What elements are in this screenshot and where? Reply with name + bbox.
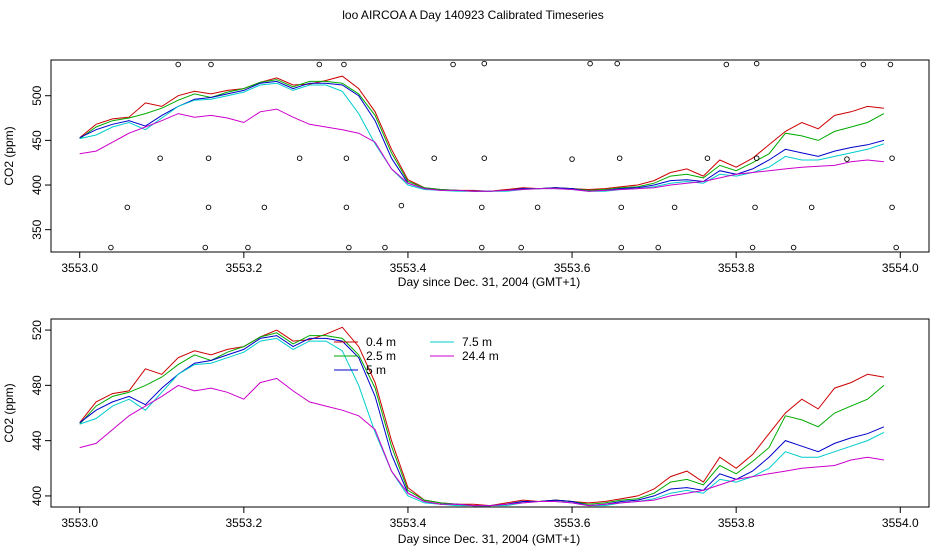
status-point — [108, 244, 114, 251]
series-layer-bottom — [79, 326, 885, 507]
status-point — [860, 61, 867, 68]
y-tick-label: 400 — [30, 175, 44, 195]
status-point — [124, 204, 131, 211]
legend-label: 7.5 m — [462, 335, 492, 349]
x-tick-label: 3553.6 — [554, 261, 591, 275]
status-point — [479, 244, 485, 251]
status-point — [569, 156, 575, 162]
x-tick-label: 3553.0 — [61, 261, 98, 275]
status-point — [655, 244, 661, 251]
series-line-24-4-m — [79, 108, 884, 192]
status-point — [157, 155, 163, 161]
status-point — [616, 155, 623, 161]
x-tick-label: 3553.2 — [225, 261, 262, 275]
x-tick-label: 3554.0 — [882, 516, 919, 530]
status-point — [790, 244, 797, 251]
status-point — [534, 204, 541, 211]
status-point — [618, 244, 625, 251]
status-point — [261, 204, 268, 211]
series-line-24-4-m — [79, 377, 884, 507]
status-point — [723, 61, 730, 68]
x-tick-label: 3554.0 — [882, 261, 919, 275]
legend-label: 2.5 m — [366, 349, 396, 363]
series-line-2-5-m — [79, 79, 885, 192]
status-point — [479, 204, 485, 211]
status-point — [343, 204, 350, 211]
status-point — [887, 61, 894, 68]
legend: 0.4 m2.5 m5 m 7.5 m24.4 m — [334, 335, 499, 377]
x-axis-bottom: 3553.0 3553.2 3553.4 3553.6 3553.8 3554.0 — [61, 507, 919, 530]
status-point — [208, 61, 214, 68]
y-tick-label: 440 — [30, 430, 44, 450]
panel-top: 3553.0 3553.2 3553.4 3553.6 3553.8 3554.0 350… — [2, 59, 930, 289]
y-axis-bottom: 400 440 480 520 — [30, 320, 51, 506]
status-point — [704, 155, 711, 161]
status-point — [889, 204, 895, 211]
status-point — [343, 155, 350, 161]
status-point — [481, 155, 488, 161]
status-point — [844, 156, 850, 162]
legend-label: 24.4 m — [462, 349, 499, 363]
figure-title: loo AIRCOA A Day 140923 Calibrated Times… — [342, 8, 603, 22]
status-point — [205, 204, 212, 211]
x-tick-label: 3553.8 — [718, 516, 755, 530]
x-tick-label: 3553.4 — [390, 516, 427, 530]
x-axis-label-top: Day since Dec. 31, 2004 (GMT+1) — [398, 275, 580, 289]
series-line-0-4-m — [79, 326, 884, 507]
status-point — [382, 244, 388, 251]
y-tick-label: 350 — [30, 219, 44, 239]
status-point — [431, 155, 437, 161]
status-point — [398, 202, 405, 209]
status-point — [889, 155, 895, 161]
status-point — [587, 60, 593, 67]
status-point — [341, 61, 347, 68]
y-tick-label: 480 — [30, 375, 44, 395]
status-point — [753, 60, 760, 67]
plot-frame-top — [50, 59, 930, 253]
y-axis-top: 350 400 450 500 — [30, 85, 51, 240]
x-tick-label: 3553.0 — [61, 516, 98, 530]
status-point — [346, 244, 352, 251]
y-tick-label: 500 — [30, 85, 44, 105]
status-point — [245, 244, 251, 251]
status-point — [671, 204, 678, 211]
legend-label: 0.4 m — [366, 335, 396, 349]
status-point — [205, 155, 212, 161]
x-tick-label: 3553.2 — [225, 516, 262, 530]
y-axis-label-bottom: CO2 (ppm) — [2, 383, 16, 442]
y-tick-label: 400 — [30, 486, 44, 506]
y-tick-label: 450 — [30, 130, 44, 150]
status-point — [749, 244, 756, 251]
status-point — [518, 244, 524, 251]
status-point — [202, 244, 209, 251]
y-axis-label-top: CO2 (ppm) — [2, 126, 16, 185]
series-line-7-5-m — [79, 82, 885, 192]
status-point — [316, 61, 323, 68]
x-tick-label: 3553.8 — [718, 261, 755, 275]
x-axis-top: 3553.0 3553.2 3553.4 3553.6 3553.8 3554.0 — [61, 252, 919, 275]
status-point — [808, 204, 815, 211]
status-point — [296, 155, 303, 161]
status-point — [614, 60, 620, 67]
panel-bottom: 3553.0 3553.2 3553.4 3553.6 3553.8 3554.0 400… — [2, 318, 930, 546]
x-tick-label: 3553.6 — [554, 516, 591, 530]
status-point — [753, 155, 760, 161]
status-point — [450, 61, 456, 68]
status-point — [893, 244, 899, 251]
x-axis-label-bottom: Day since Dec. 31, 2004 (GMT+1) — [398, 532, 580, 546]
y-tick-label: 520 — [30, 320, 44, 340]
status-point — [481, 60, 488, 67]
series-layer-top — [79, 75, 885, 192]
x-tick-label: 3553.4 — [390, 261, 427, 275]
series-line-7-5-m — [79, 337, 885, 507]
status-point — [175, 61, 181, 68]
status-points-layer — [108, 60, 899, 251]
status-point — [618, 204, 625, 211]
plot-frame-bottom — [50, 318, 930, 508]
legend-label: 5 m — [366, 363, 386, 377]
series-line-0-4-m — [79, 75, 884, 192]
series-line-5-m — [79, 80, 885, 192]
status-point — [752, 204, 758, 211]
